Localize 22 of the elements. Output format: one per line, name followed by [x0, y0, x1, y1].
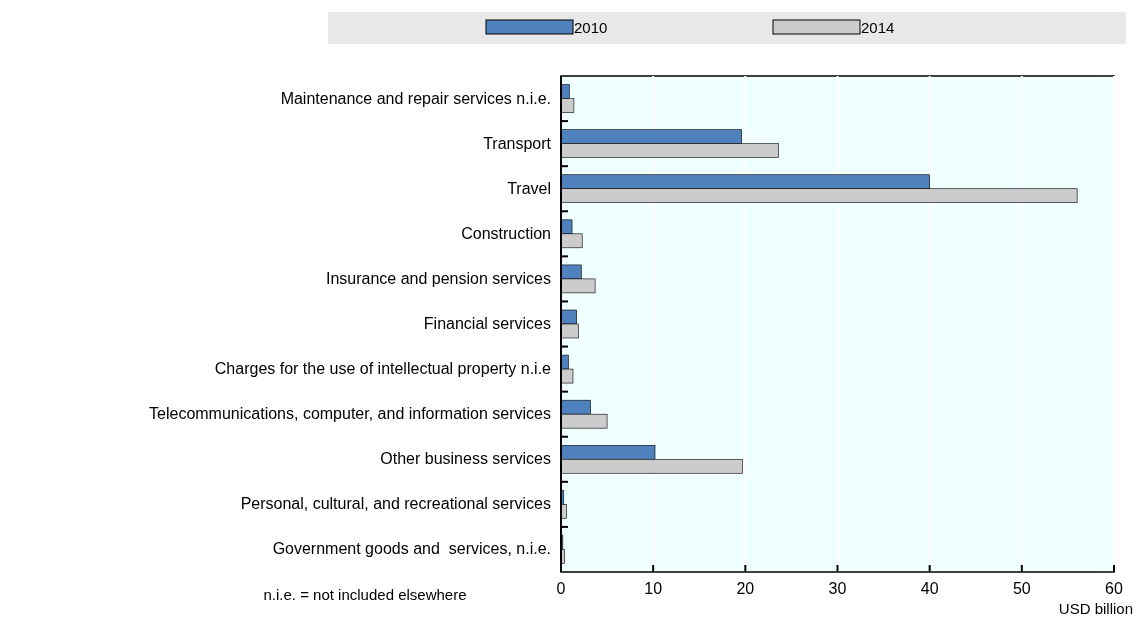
y-tick-label: Personal, cultural, and recreational services [240, 495, 551, 513]
y-tick-label: Telecommunications, computer, and information services [149, 405, 551, 423]
x-tick-label: 20 [736, 580, 755, 597]
x-tick-label: 30 [828, 580, 847, 597]
text: 2014 [861, 19, 895, 36]
y-tick-label: Insurance and pension services [325, 269, 551, 287]
x-axis-title: USD billion [1058, 600, 1133, 617]
y-tick-label: Charges for the use of intellectual property n.i.e [214, 360, 552, 378]
y-tick-label: Other business services [380, 450, 551, 468]
text: 2010 [574, 19, 608, 36]
y-tick-label: Maintenance and repair services n.i.e. [280, 89, 551, 107]
y-tick-label: Construction [461, 224, 551, 242]
y-tick-label: Travel [507, 179, 551, 197]
x-tick-label: 50 [1012, 580, 1031, 597]
text: n.i.e. = not included elsewhere [263, 586, 467, 603]
y-tick-label: Government goods and services, n.i.e. [272, 540, 551, 558]
x-tick-label: 40 [920, 580, 939, 597]
y-tick-label: Financial services [423, 315, 551, 332]
x-tick-label: 0 [556, 580, 566, 597]
y-tick-label: Transport [483, 134, 552, 152]
x-tick-label: 60 [1105, 580, 1123, 597]
x-tick-label: 10 [644, 580, 663, 597]
